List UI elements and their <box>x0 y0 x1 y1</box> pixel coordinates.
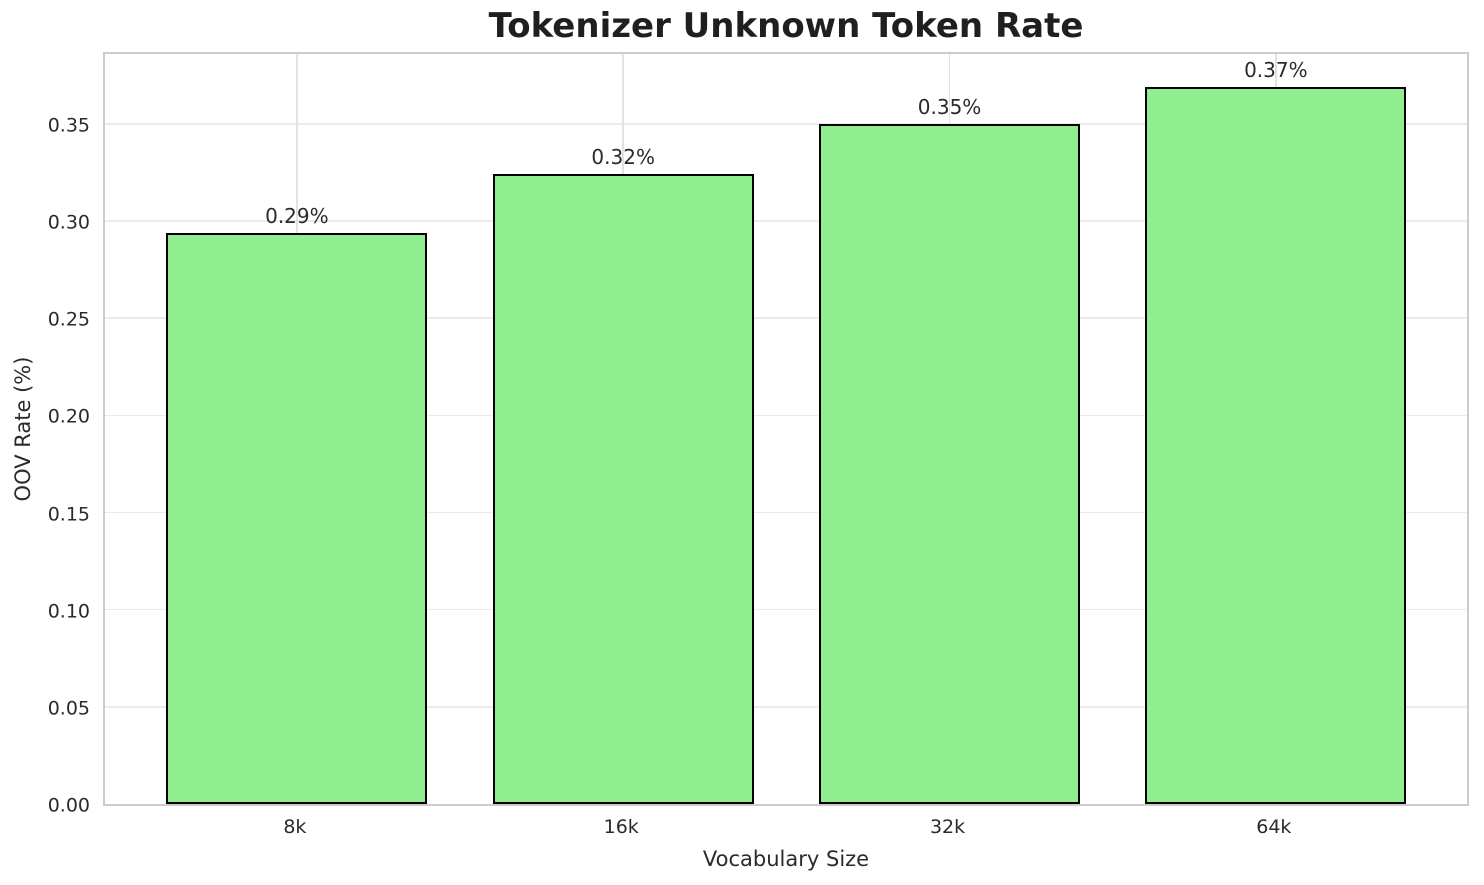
gridline-horizontal <box>105 123 1467 125</box>
gridline-horizontal <box>105 317 1467 319</box>
plot-area: 0.29% 0.32% 0.35% 0.37% <box>103 52 1469 806</box>
bar-value-label: 0.35% <box>917 94 982 119</box>
x-tick-label: 16k <box>603 816 639 838</box>
gridline-horizontal <box>105 220 1467 222</box>
x-tick-label: 64k <box>1256 816 1292 838</box>
y-tick-label: 0.30 <box>47 211 90 234</box>
y-tick-label: 0.25 <box>47 308 90 331</box>
gridline-horizontal <box>105 706 1467 708</box>
gridline-horizontal <box>105 608 1467 611</box>
bar-32k <box>819 123 1081 804</box>
y-tick-label: 0.05 <box>47 697 90 720</box>
y-tick-label: 0.10 <box>47 600 90 623</box>
chart-title: Tokenizer Unknown Token Rate <box>488 6 1084 46</box>
x-tick-label: 8k <box>283 816 307 838</box>
x-tick-label: 32k <box>929 816 966 838</box>
gridline-horizontal <box>105 511 1467 514</box>
bar-16k <box>492 174 754 804</box>
y-tick-label: 0.20 <box>47 405 90 428</box>
y-tick-label: 0.00 <box>47 794 90 817</box>
y-tick-label: 0.35 <box>47 114 90 137</box>
x-axis-label: Vocabulary Size <box>702 847 870 871</box>
y-axis-label: OOV Rate (%) <box>11 356 35 502</box>
bar-64k <box>1145 86 1407 804</box>
bar-value-label: 0.29% <box>265 203 329 228</box>
gridline-horizontal <box>105 414 1467 417</box>
y-tick-label: 0.15 <box>47 503 90 525</box>
bar-value-label: 0.37% <box>1244 57 1308 82</box>
bar-value-label: 0.32% <box>591 145 655 170</box>
bar-8k <box>166 232 428 804</box>
